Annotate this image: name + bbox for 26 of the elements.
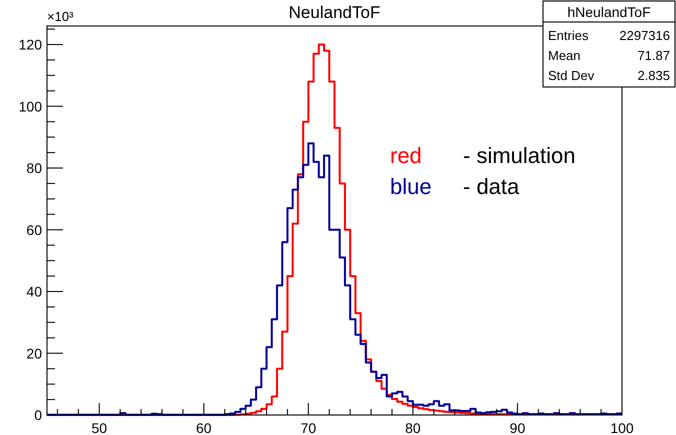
text: ×10³	[47, 9, 74, 24]
x-tick-label: 80	[405, 420, 421, 435]
y-tick-label: 120	[18, 36, 42, 53]
annotation: - data	[463, 174, 520, 199]
annotation: red	[390, 143, 422, 168]
x-tick-label: 50	[91, 420, 108, 435]
y-tick-label: 100	[18, 98, 42, 114]
chart-title: NeulandToF	[288, 3, 380, 22]
annotation: - simulation	[463, 143, 576, 168]
y-tick-label: 0	[34, 407, 42, 423]
x-tick-label: 100	[610, 420, 634, 435]
y-tick-label: 60	[26, 222, 42, 238]
annotation: Mean	[548, 48, 581, 63]
text: 2.835	[637, 68, 670, 83]
x-tick-label: 90	[510, 420, 526, 435]
annotation: Std Dev	[548, 68, 595, 83]
text: hNeulandToF	[567, 4, 651, 20]
x-tick-label: 60	[196, 420, 212, 435]
annotation: Entries	[548, 28, 589, 43]
annotation: blue	[390, 174, 432, 199]
text: 71.87	[637, 48, 670, 63]
x-tick-label: 70	[300, 420, 316, 435]
y-tick-label: 40	[26, 284, 42, 300]
y-tick-label: 80	[26, 160, 42, 176]
y-tick-label: 20	[26, 345, 42, 362]
annotation: 2297316	[619, 28, 670, 43]
